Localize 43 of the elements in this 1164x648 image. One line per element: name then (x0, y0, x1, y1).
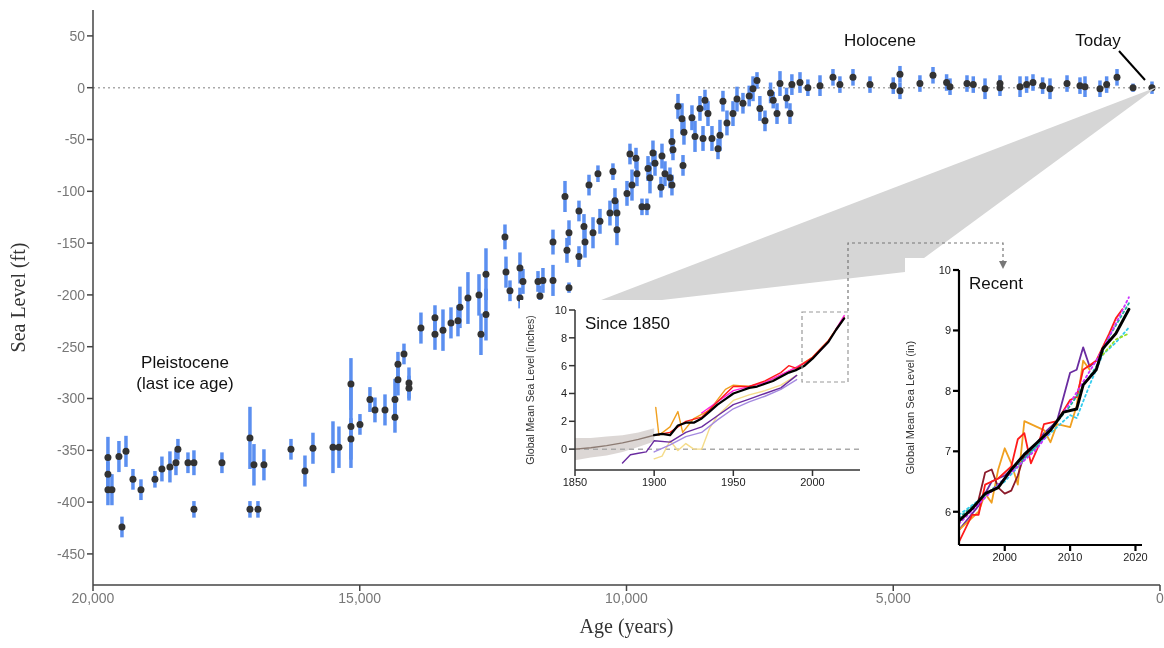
y-tick-label: 6 (560, 359, 567, 372)
x-tick-label: 2010 (1057, 550, 1083, 563)
y-tick-label: 0 (77, 79, 86, 96)
y-tick-label: -300 (56, 390, 86, 407)
annotation: Holocene (843, 30, 917, 52)
y-tick-label: 9 (944, 324, 951, 337)
y-tick-label: 6 (944, 505, 951, 518)
y-tick-label: -400 (56, 494, 86, 511)
x-tick-label: 20,000 (71, 589, 115, 606)
y-tick-label: -200 (56, 286, 86, 303)
x-tick-label: 10,000 (605, 589, 649, 606)
y-tick-label: 2 (560, 415, 567, 428)
y-tick-label: 10 (554, 303, 567, 316)
y-tick-label: -450 (56, 545, 86, 562)
x-tick-label: 1950 (721, 475, 746, 488)
annotation: Today (1074, 30, 1122, 52)
y-tick-label: 8 (944, 384, 951, 397)
x-tick-label: 0 (1156, 589, 1164, 606)
y-tick-label: 0 (560, 443, 567, 456)
x-tick-label: 5,000 (875, 589, 911, 606)
x-tick-label: 2000 (800, 475, 825, 488)
x-tick-label: 1900 (641, 475, 667, 488)
y-axis-title: Global Mean Sea Level (in) (903, 340, 916, 475)
annotation: Pleistocene (last ice age) (135, 352, 235, 395)
y-axis-title: Sea Level (ft) (7, 242, 31, 353)
y-tick-label: -100 (56, 183, 86, 200)
chart-title: Recent (969, 274, 1023, 294)
x-tick-label: 2000 (992, 550, 1017, 563)
y-tick-label: 10 (938, 263, 951, 276)
y-tick-label: -250 (56, 338, 86, 355)
chart-title: Since 1850 (585, 314, 671, 334)
x-tick-label: 2020 (1123, 550, 1148, 563)
y-tick-label: 8 (560, 331, 567, 344)
y-tick-label: 50 (69, 27, 86, 44)
y-tick-label: 7 (944, 445, 951, 458)
y-axis-title: Global Mean Sea Level (inches) (523, 315, 536, 465)
y-tick-label: -350 (56, 442, 86, 459)
y-tick-label: -150 (56, 235, 86, 252)
x-tick-label: 15,000 (338, 589, 382, 606)
y-tick-label: -50 (64, 131, 86, 148)
x-tick-label: 1850 (562, 475, 588, 488)
y-tick-label: 4 (560, 387, 567, 400)
x-axis-title: Age (years) (579, 615, 674, 638)
